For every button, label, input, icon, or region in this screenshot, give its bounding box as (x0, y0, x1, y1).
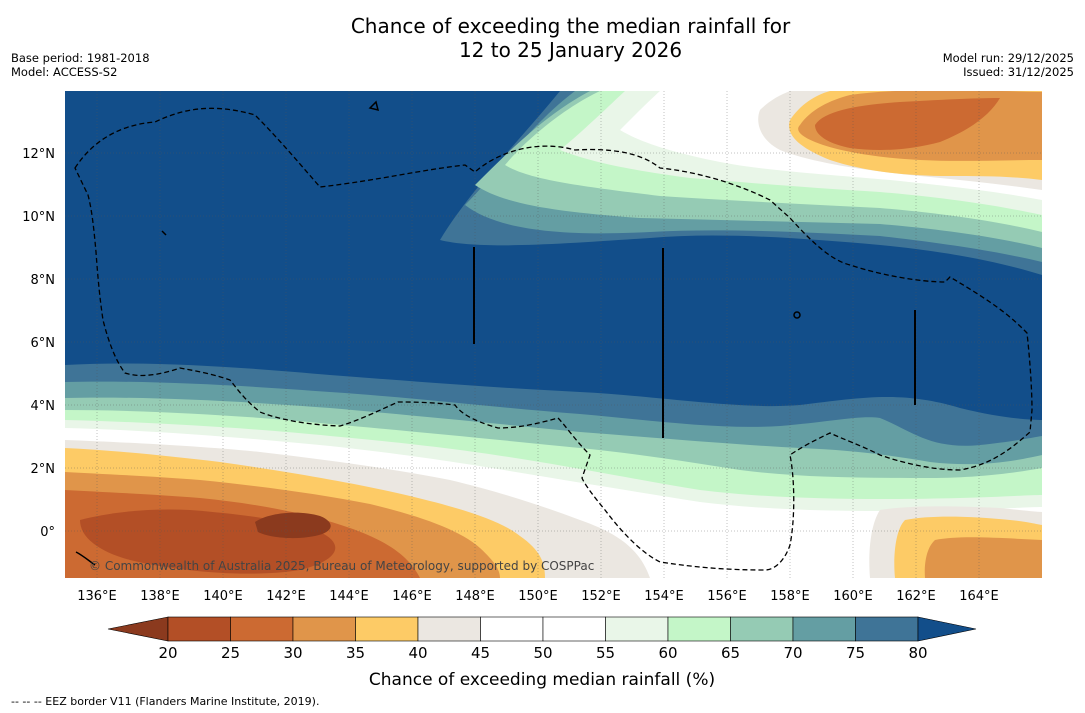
eez-legend-note: -- -- -- EEZ border V11 (Flanders Marine… (11, 695, 320, 708)
colorbar-swatch (167, 616, 231, 642)
lon-label: 164°E (959, 589, 999, 604)
colorbar-tick-label: 30 (283, 644, 302, 662)
lat-label: 0° (40, 525, 55, 540)
colorbar-swatch (855, 616, 919, 642)
lon-label: 146°E (392, 589, 432, 604)
longitude-labels: 136°E 138°E 140°E 142°E 144°E 146°E 148°… (77, 589, 999, 604)
issued-date: Issued: 31/12/2025 (963, 65, 1074, 79)
lon-label: 162°E (896, 589, 936, 604)
lat-label: 8°N (31, 273, 56, 288)
lat-label: 12°N (22, 147, 55, 162)
base-period: Base period: 1981-2018 (11, 51, 150, 65)
lon-label: 154°E (644, 589, 684, 604)
colorbar-tick-label: 35 (346, 644, 365, 662)
rainfall-probability-map (65, 91, 1042, 578)
colorbar-swatch (230, 616, 294, 642)
colorbar-label: Chance of exceeding median rainfall (%) (369, 670, 715, 690)
island-outline-east (793, 311, 801, 319)
colorbar-tick-label: 25 (221, 644, 240, 662)
colorbar-tick-label: 80 (908, 644, 927, 662)
island-outline-north (368, 100, 380, 112)
lat-label: 10°N (22, 210, 55, 225)
colorbar-swatch (792, 616, 856, 642)
model-run-date: Model run: 29/12/2025 (942, 51, 1074, 65)
contour-north-30 (815, 98, 1000, 150)
model-name: Model: ACCESS-S2 (11, 65, 118, 79)
lon-label: 136°E (77, 589, 117, 604)
colorbar-tick-label: 75 (846, 644, 865, 662)
colorbar-swatch (605, 616, 669, 642)
lat-label: 4°N (31, 399, 56, 414)
title-line-1: Chance of exceeding the median rainfall … (350, 14, 791, 38)
lon-label: 144°E (329, 589, 369, 604)
map-copyright: © Commonwealth of Australia 2025, Bureau… (89, 559, 594, 573)
island-outline-southwest (75, 551, 96, 566)
colorbar-tick-label: 40 (408, 644, 427, 662)
contour-southeast-35 (924, 537, 1042, 578)
run-info: Model run: 29/12/2025 Issued: 31/12/2025 (943, 51, 1074, 79)
colorbar-swatch (667, 616, 731, 642)
lon-label: 160°E (833, 589, 873, 604)
map-title: Chance of exceeding the median rainfall … (0, 14, 1085, 62)
title-line-2: 12 to 25 January 2026 (458, 38, 683, 62)
colorbar-tick-label: 20 (158, 644, 177, 662)
colorbar-swatch (292, 616, 356, 642)
eez-borders (74, 107, 1033, 571)
lon-label: 142°E (266, 589, 306, 604)
lon-label: 148°E (455, 589, 495, 604)
eez-border-west (74, 107, 1033, 571)
coastlines (75, 100, 916, 566)
colorbar-tick-label: 70 (783, 644, 802, 662)
colorbar (107, 616, 977, 642)
colorbar-tick-label: 45 (471, 644, 490, 662)
colorbar-swatch (480, 616, 544, 642)
latitude-labels: 12°N 10°N 8°N 6°N 4°N 2°N 0° (22, 147, 55, 540)
colorbar-tick-label: 55 (596, 644, 615, 662)
colorbar-swatch (355, 616, 419, 642)
colorbar-ticks: 20 25 30 35 40 45 50 55 60 65 70 75 80 (158, 644, 927, 662)
contour-south-20 (255, 512, 331, 539)
lon-label: 138°E (140, 589, 180, 604)
model-info: Base period: 1981-2018 Model: ACCESS-S2 (11, 51, 150, 79)
colorbar-extend-high (917, 616, 977, 642)
lat-label: 2°N (31, 462, 56, 477)
lon-label: 150°E (518, 589, 558, 604)
lon-label: 156°E (707, 589, 747, 604)
colorbar-tick-label: 65 (721, 644, 740, 662)
colorbar-swatch (730, 616, 794, 642)
colorbar-tick-label: 60 (658, 644, 677, 662)
island-outline-west (161, 230, 167, 236)
lat-label: 6°N (31, 336, 56, 351)
colorbar-extend-low (107, 616, 169, 642)
colorbar-tick-label: 50 (533, 644, 552, 662)
lon-label: 158°E (770, 589, 810, 604)
colorbar-swatch (542, 616, 606, 642)
colorbar-swatch (417, 616, 481, 642)
lon-label: 152°E (581, 589, 621, 604)
lon-label: 140°E (203, 589, 243, 604)
